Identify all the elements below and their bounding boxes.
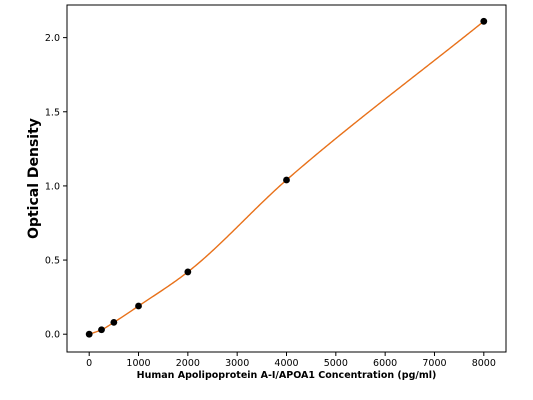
data-point: [283, 176, 290, 184]
y-tick-label: 0.0: [45, 330, 60, 341]
x-tick-label: 1000: [126, 358, 150, 369]
data-point: [184, 268, 192, 276]
x-axis-title: Human Apolipoprotein A-I/APOA1 Concentra…: [137, 370, 437, 381]
data-point: [110, 318, 118, 326]
data-points: [85, 17, 488, 338]
y-axis-title: Optical Density: [26, 118, 42, 239]
y-tick-label: 1.0: [45, 181, 60, 192]
data-point: [480, 17, 488, 25]
data-point: [85, 330, 93, 338]
x-tick-label: 5000: [324, 358, 348, 369]
data-point: [135, 302, 142, 310]
x-tick-label: 7000: [422, 358, 446, 369]
x-tick-label: 2000: [176, 358, 200, 369]
data-point: [98, 326, 105, 334]
x-tick-label: 3000: [225, 358, 249, 369]
x-tick-label: 4000: [274, 358, 298, 369]
x-tick-label: 8000: [472, 358, 496, 369]
y-axis-ticks: 0.0 0.5 1.0 1.5 2.0: [45, 33, 67, 341]
x-axis-ticks: 0 1000 2000 3000 4000 5000 6000 7000 8000: [86, 352, 496, 369]
y-tick-label: 0.5: [45, 256, 60, 267]
x-tick-label: 6000: [373, 358, 397, 369]
y-tick-label: 2.0: [45, 33, 60, 44]
x-tick-label: 0: [86, 358, 92, 369]
y-tick-label: 1.5: [45, 107, 60, 118]
